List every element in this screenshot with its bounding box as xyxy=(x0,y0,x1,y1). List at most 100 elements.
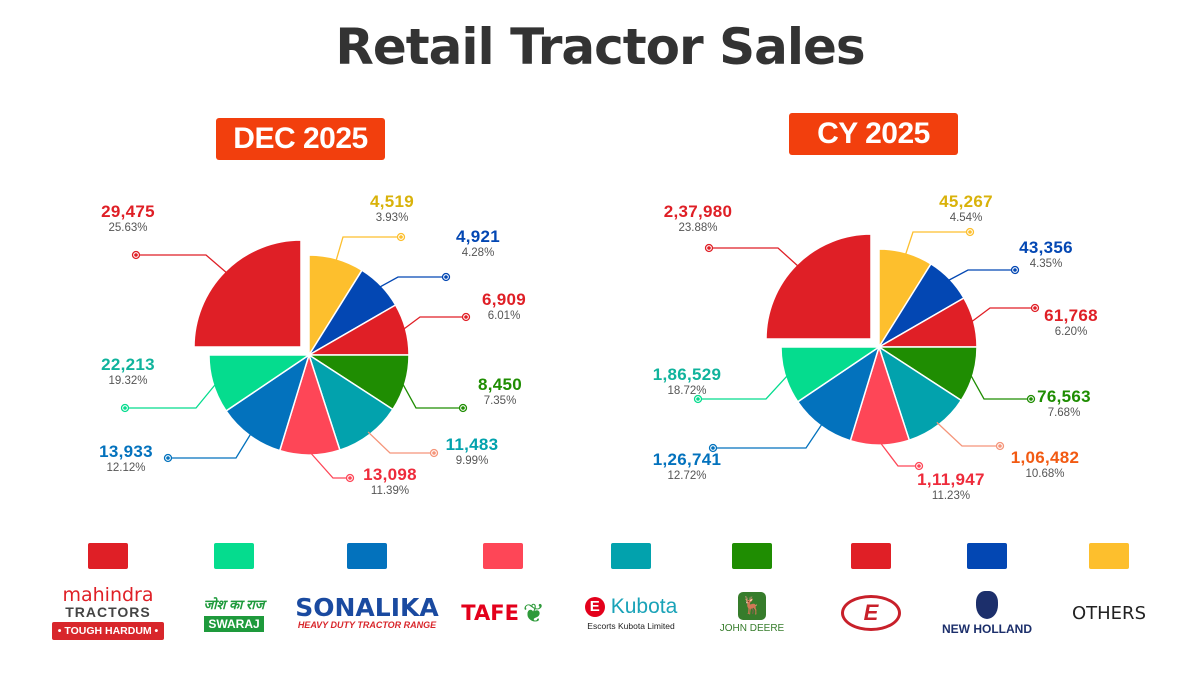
pie-chart-dec-2025: 29,475 25.63% 4,519 3.93% 4,921 4.28% 6,909 6.0… xyxy=(0,180,600,520)
leader-line xyxy=(335,236,401,262)
slice-label: 1,26,741 12.72% xyxy=(632,450,742,483)
slice-label: 1,11,947 11.23% xyxy=(896,470,1006,503)
leader-line xyxy=(125,382,217,409)
pie-svg xyxy=(693,227,1040,471)
leader-line xyxy=(401,382,463,409)
slice-value: 29,475 xyxy=(101,202,155,221)
legend-item-tafe: TAFE ❦ xyxy=(438,540,568,641)
leader-line xyxy=(713,423,824,449)
leader-line xyxy=(904,231,970,256)
slice-label: 1,86,529 18.72% xyxy=(632,365,742,398)
legend-item-others: OTHERS xyxy=(1044,540,1174,641)
slice-percentage: 12.12% xyxy=(106,462,146,474)
legend-item-escorts-kubota: E Kubota Escorts Kubota Limited xyxy=(556,540,706,641)
legend-swatch xyxy=(214,543,254,569)
slice-percentage: 11.23% xyxy=(931,490,971,502)
leader-line xyxy=(309,451,350,479)
leaf-emblem-icon xyxy=(976,590,998,619)
legend-swatch xyxy=(732,543,772,569)
slice-label: 13,933 12.12% xyxy=(71,442,181,475)
legend-item-eicher: E xyxy=(806,540,936,641)
leader-line xyxy=(168,432,252,459)
deer-icon: 🦌 xyxy=(738,592,766,620)
leader-line xyxy=(970,307,1035,323)
slice-value: 8,450 xyxy=(477,375,523,394)
slice-label: 29,475 25.63% xyxy=(73,202,183,235)
legend: mahindra TRACTORS • TOUGH HARDUM • जोश क… xyxy=(0,540,1200,660)
legend-swatch xyxy=(347,543,387,569)
slice-value: 76,563 xyxy=(1037,387,1091,406)
pie-slice-swaraj xyxy=(780,346,882,403)
eicher-logo: E xyxy=(806,585,936,641)
legend-swatch xyxy=(611,543,651,569)
slice-label: 8,450 7.35% xyxy=(445,375,555,408)
slice-value: 61,768 xyxy=(1044,306,1098,325)
leader-line xyxy=(367,431,434,454)
slice-label: 6,909 6.01% xyxy=(449,290,559,323)
leader-line xyxy=(879,441,919,467)
legend-swatch xyxy=(483,543,523,569)
slice-label: 13,098 11.39% xyxy=(335,465,445,498)
pie-svg xyxy=(120,232,471,483)
slice-value: 1,06,482 xyxy=(1010,448,1080,467)
leader-line xyxy=(402,316,466,331)
slice-label: 76,563 7.68% xyxy=(1009,387,1119,420)
slice-label: 2,37,980 23.88% xyxy=(643,202,753,235)
slice-percentage: 10.68% xyxy=(1025,468,1065,480)
badge-cy-2025: CY 2025 xyxy=(789,113,958,155)
slice-value: 13,098 xyxy=(363,465,417,484)
slice-percentage: 12.72% xyxy=(667,470,707,482)
leader-line xyxy=(936,421,1000,447)
slice-value: 1,11,947 xyxy=(917,470,985,489)
john-deere-logo: 🦌 JOHN DEERE xyxy=(687,585,817,641)
slice-percentage: 9.99% xyxy=(455,455,489,467)
tafe-logo: TAFE ❦ xyxy=(461,597,545,628)
slice-label: 1,06,482 10.68% xyxy=(990,448,1100,481)
slice-percentage: 4.35% xyxy=(1029,258,1063,270)
slice-percentage: 18.72% xyxy=(667,385,707,397)
leader-line xyxy=(709,247,800,268)
legend-swatch xyxy=(967,543,1007,569)
slice-percentage: 7.68% xyxy=(1047,407,1081,419)
leaf-icon: ❦ xyxy=(522,597,545,628)
legend-item-sonalika: SONALIKA HEAVY DUTY TRACTOR RANGE xyxy=(282,540,452,641)
leader-line xyxy=(947,269,1015,282)
leader-line xyxy=(378,276,446,289)
legend-swatch xyxy=(851,543,891,569)
slice-value: 11,483 xyxy=(445,435,499,454)
slice-percentage: 3.93% xyxy=(375,212,409,224)
slice-percentage: 7.35% xyxy=(483,395,517,407)
slice-label: 45,267 4.54% xyxy=(911,192,1021,225)
slice-percentage: 4.54% xyxy=(949,212,983,224)
legend-swatch xyxy=(1089,543,1129,569)
slice-label: 43,356 4.35% xyxy=(991,238,1101,271)
slice-label: 11,483 9.99% xyxy=(417,435,527,468)
swaraj-logo: जोश का राज SWARAJ xyxy=(203,596,265,632)
slice-value: 4,519 xyxy=(369,192,415,211)
slice-percentage: 19.32% xyxy=(108,375,148,387)
slice-value: 43,356 xyxy=(1019,238,1073,257)
slice-label: 4,921 4.28% xyxy=(423,227,533,260)
slice-label: 22,213 19.32% xyxy=(73,355,183,388)
escorts-e-icon: E xyxy=(584,597,605,617)
slice-value: 13,933 xyxy=(99,442,153,461)
leader-line xyxy=(136,254,228,274)
new-holland-logo: NEW HOLLAND xyxy=(922,585,1052,641)
slice-value: 45,267 xyxy=(939,192,993,211)
page-title: Retail Tractor Sales xyxy=(335,18,865,76)
slice-percentage: 11.39% xyxy=(370,485,410,497)
slice-label: 61,768 6.20% xyxy=(1016,306,1126,339)
pie-chart-cy-2025: 2,37,980 23.88% 45,267 4.54% 43,356 4.35% 61,7… xyxy=(570,180,1170,520)
pie-slice-mahindra xyxy=(765,233,872,340)
slice-value: 4,921 xyxy=(455,227,501,246)
slice-percentage: 4.28% xyxy=(461,247,495,259)
legend-item-mahindra: mahindra TRACTORS • TOUGH HARDUM • xyxy=(43,540,173,641)
slice-label: 4,519 3.93% xyxy=(337,192,447,225)
pie-slice-mahindra xyxy=(193,239,302,348)
slice-value: 1,26,741 xyxy=(652,450,722,469)
legend-swatch xyxy=(88,543,128,569)
slice-value: 6,909 xyxy=(481,290,527,309)
slice-value: 22,213 xyxy=(101,355,155,374)
mahindra-logo: mahindra TRACTORS • TOUGH HARDUM • xyxy=(43,585,173,641)
slice-percentage: 6.01% xyxy=(487,310,521,322)
